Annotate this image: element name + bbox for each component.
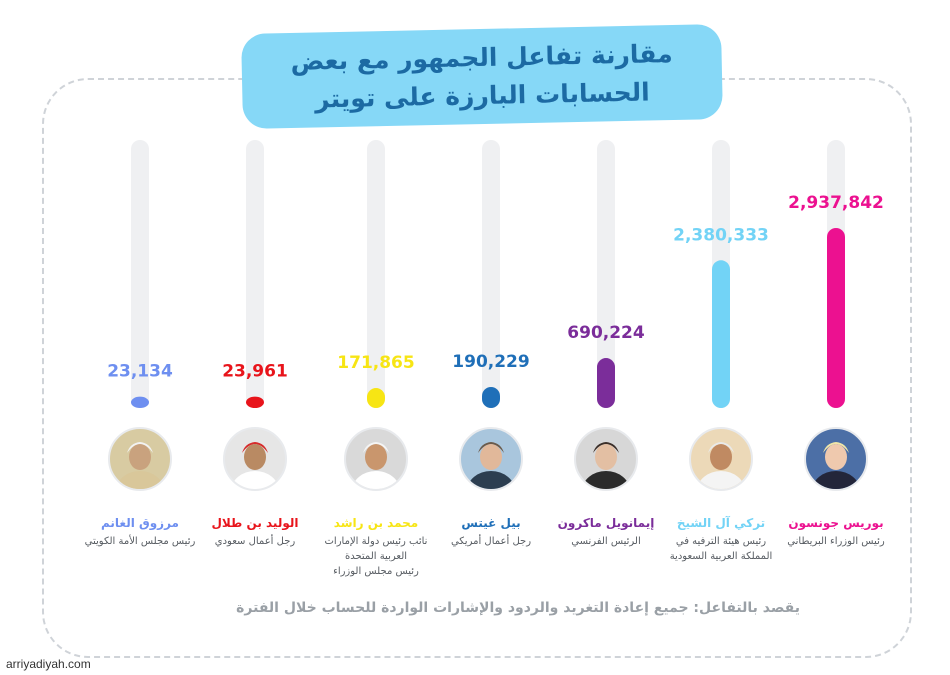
person-icon	[574, 427, 638, 491]
person-role: رئيس مجلس الأمة الكويتي	[75, 534, 205, 549]
bar-track	[482, 140, 500, 408]
person-name: بوريس جونسون	[788, 516, 884, 530]
person-role-line: رجل أعمال أمريكي	[450, 536, 532, 547]
bar-value-label: 2,937,842	[788, 193, 884, 213]
person-icon	[689, 427, 753, 491]
person-role-line: رئيس الوزراء البريطاني	[787, 536, 885, 547]
person-icon	[804, 427, 868, 491]
person-role-line: رجل أعمال سعودي	[214, 536, 296, 547]
person-role-line: نائب رئيس دولة الإمارات	[324, 536, 428, 547]
person-role-line: رئيس مجلس الأمة الكويتي	[84, 536, 196, 547]
person-role: رئيس هيئة الترفيه في المملكة العربية السع…	[656, 534, 786, 564]
person-name: مرزوق الغانم	[101, 516, 179, 530]
bar	[712, 260, 730, 408]
source-label: arriyadiyah.com	[6, 657, 91, 671]
person-role-line: العربية المتحدة	[344, 551, 408, 562]
footnote: يقصد بالتفاعل: جميع إعادة التغريد والردو…	[236, 600, 800, 616]
bar	[827, 228, 845, 408]
bar-value-label: 190,229	[452, 352, 529, 372]
person-role: الرئيس الفرنسي	[541, 534, 671, 549]
person-icon	[344, 427, 408, 491]
person-role-line: الرئيس الفرنسي	[571, 536, 641, 547]
bar-track	[246, 140, 264, 408]
person-role: رجل أعمال سعودي	[190, 534, 320, 549]
bar-track	[597, 140, 615, 408]
person-name: تركي آل الشيخ	[676, 516, 766, 530]
person-role-line: رئيس مجلس الوزراء	[333, 566, 419, 577]
person-icon	[108, 427, 172, 491]
person-icon	[459, 427, 523, 491]
bar	[482, 386, 500, 408]
person-role-line: المملكة العربية السعودية	[669, 551, 773, 562]
person-role: نائب رئيس دولة الإمارات العربية المتحدة رئ…	[311, 534, 441, 579]
bar-value-label: 2,380,333	[673, 225, 769, 245]
bar	[246, 396, 264, 408]
bar-track	[131, 140, 149, 408]
bar-value-label: 171,865	[337, 353, 414, 373]
bar-value-label: 690,224	[567, 323, 645, 343]
bar	[131, 396, 149, 408]
bar	[597, 358, 615, 408]
person-name: إيمانويل ماكرون	[557, 516, 655, 530]
person-role: رجل أعمال أمريكي	[426, 534, 556, 549]
bar	[367, 388, 385, 408]
person-icon	[223, 427, 287, 491]
bar-value-label: 23,961	[222, 362, 288, 382]
person-name: محمد بن راشد	[333, 516, 419, 530]
person-name: الوليد بن طلال	[211, 516, 299, 530]
person-name: بيل غيتس	[461, 516, 521, 530]
person-role-line: رئيس هيئة الترفيه في	[675, 536, 767, 547]
bar-track	[367, 140, 385, 408]
person-role: رئيس الوزراء البريطاني	[771, 534, 901, 549]
bar-value-label: 23,134	[107, 362, 173, 382]
